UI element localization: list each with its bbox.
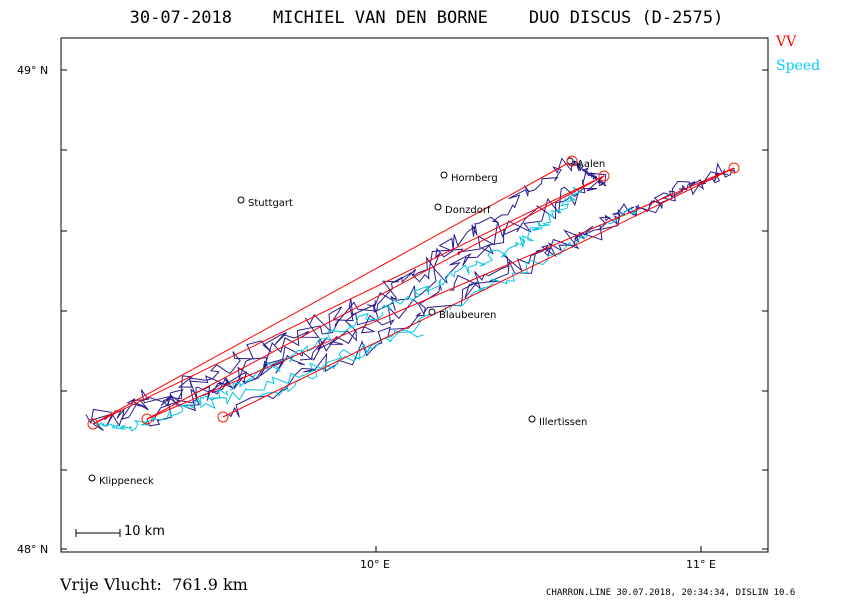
place-label-donzdorf: Donzdorf: [445, 205, 491, 216]
vv-leg: [92, 160, 573, 425]
distance-summary: Vrije Vlucht: 761.9 km: [60, 575, 248, 594]
turnpoint-markers: [87, 155, 740, 430]
speed-segment: [519, 186, 582, 249]
track-segment: [152, 175, 605, 423]
turnpoint-marker: [87, 418, 99, 430]
place-label-illertissen: Illertissen: [539, 417, 588, 428]
turnpoint-marker: [728, 162, 740, 174]
vv-task-lines: [92, 160, 735, 425]
lat-label-49: 49° N: [17, 64, 49, 77]
turnpoint-marker: [141, 413, 153, 425]
legend-speed: Speed: [776, 58, 821, 74]
vv-leg: [146, 167, 735, 420]
vv-leg: [222, 167, 735, 418]
turnpoint-marker: [566, 155, 578, 167]
axis-ticks: [61, 69, 768, 552]
vv-leg: [92, 175, 605, 425]
turnpoint-marker: [217, 411, 229, 423]
place-label-hornberg: Hornberg: [451, 173, 498, 184]
place-marker-klippeneck: [88, 474, 96, 482]
legend-vv: VV: [776, 34, 797, 50]
track-segment: [228, 224, 603, 418]
turnpoint-marker: [598, 170, 610, 182]
place-label-blaubeuren: Blaubeuren: [439, 310, 497, 321]
vv-leg: [146, 175, 605, 420]
lat-label-48: 48° N: [17, 543, 49, 556]
scale-bar-label: 10 km: [124, 524, 165, 539]
aircraft-name: DUO DISCUS (D-2575): [528, 8, 724, 28]
place-marker-illertissen: [528, 415, 536, 423]
track-segment: [449, 162, 729, 291]
flight-date: 30-07-2018: [129, 8, 233, 28]
place-markers: [88, 157, 574, 482]
track-segment: [299, 172, 607, 361]
flight-track: [85, 157, 736, 432]
place-marker-stuttgart: [237, 196, 245, 204]
speed-segment: [379, 241, 520, 311]
speed-segment: [199, 329, 424, 410]
place-marker-donzdorf: [434, 203, 442, 211]
place-label-klippeneck: Klippeneck: [99, 476, 154, 487]
lon-label-10: 10° E: [360, 558, 390, 571]
map-title: 30-07-2018 MICHIEL VAN DEN BORNE DUO DIS…: [0, 8, 853, 28]
speed-segment: [92, 422, 132, 430]
place-label-aalen: Aalen: [577, 159, 606, 170]
place-marker-hornberg: [440, 171, 448, 179]
place-label-stuttgart: Stuttgart: [248, 198, 293, 209]
track-segment: [367, 157, 573, 307]
speed-segment: [449, 207, 640, 311]
place-marker-blaubeuren: [428, 308, 436, 316]
lon-label-11: 11° E: [686, 558, 716, 571]
pilot-name: MICHIEL VAN DEN BORNE: [272, 8, 488, 28]
map-frame: [60, 37, 769, 553]
software-credit: CHARRON.LINE 30.07.2018, 20:34:34, DISLI…: [546, 588, 796, 598]
track-segment: [571, 160, 607, 187]
